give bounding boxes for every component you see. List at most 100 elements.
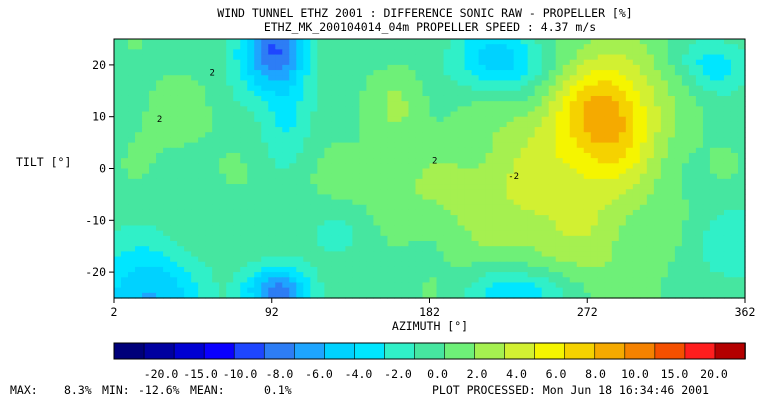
heatmap-cell [576, 39, 585, 45]
heatmap-cell [352, 251, 360, 258]
heatmap-cell [681, 111, 690, 118]
heatmap-cell [478, 70, 487, 76]
heatmap-cell [219, 230, 227, 237]
heatmap-cell [639, 39, 648, 45]
heatmap-cell [660, 178, 669, 185]
heatmap-cell [681, 44, 690, 50]
heatmap-cell [674, 163, 683, 170]
heatmap-cell [219, 173, 227, 180]
heatmap-cell [240, 75, 248, 82]
heatmap-cell [191, 59, 199, 66]
heatmap-cell [121, 95, 129, 102]
heatmap-cell [205, 75, 213, 82]
heatmap-cell [527, 70, 536, 76]
colorbar-swatch [173, 342, 205, 360]
heatmap-cell [289, 277, 297, 284]
heatmap-cell [674, 127, 683, 133]
heatmap-cell [317, 287, 325, 294]
heatmap-cell [289, 158, 297, 164]
heatmap-cell [597, 101, 606, 107]
heatmap-cell [702, 251, 711, 258]
heatmap-cell [723, 287, 732, 294]
heatmap-cell [688, 90, 697, 97]
heatmap-cell [170, 137, 178, 144]
heatmap-cell [366, 116, 375, 123]
heatmap-cell [275, 75, 283, 82]
heatmap-cell [562, 292, 571, 299]
heatmap-cell [569, 127, 578, 133]
heatmap-cell [128, 282, 136, 289]
heatmap-cell [317, 272, 325, 278]
heatmap-cell [632, 59, 641, 66]
heatmap-cell [254, 204, 262, 211]
heatmap-cell [555, 266, 564, 273]
heatmap-cell [464, 209, 473, 216]
heatmap-cell [534, 49, 543, 56]
heatmap-cell [702, 39, 711, 45]
heatmap-cell [625, 199, 634, 206]
heatmap-cell [128, 132, 136, 139]
heatmap-cell [639, 173, 648, 180]
heatmap-cell [317, 44, 325, 50]
heatmap-cell [639, 142, 648, 149]
heatmap-cell [590, 127, 599, 133]
heatmap-cell [653, 199, 662, 206]
heatmap-cell [303, 54, 311, 61]
heatmap-cell [212, 127, 220, 133]
heatmap-cell [541, 147, 550, 154]
heatmap-cell [254, 95, 262, 102]
heatmap-cell [352, 194, 360, 201]
heatmap-cell [513, 116, 522, 123]
heatmap-cell [646, 220, 655, 227]
heatmap-cell [527, 59, 536, 66]
heatmap-cell [646, 194, 655, 201]
heatmap-cell [366, 194, 375, 201]
heatmap-cell [156, 39, 164, 45]
heatmap-cell [254, 189, 262, 195]
heatmap-cell [569, 106, 578, 113]
heatmap-cell [240, 49, 248, 56]
heatmap-cell [555, 44, 564, 50]
heatmap-cell [681, 266, 690, 273]
heatmap-cell [569, 132, 578, 139]
heatmap-cell [660, 199, 669, 206]
heatmap-cell [408, 225, 417, 232]
heatmap-cell [163, 194, 171, 201]
heatmap-cell [548, 199, 557, 206]
heatmap-cell [639, 256, 648, 263]
heatmap-cell [289, 90, 297, 97]
heatmap-cell [247, 168, 255, 175]
heatmap-cell [142, 106, 150, 113]
heatmap-cell [135, 178, 143, 185]
heatmap-cell [128, 95, 136, 102]
heatmap-cell [688, 147, 697, 154]
heatmap-cell [135, 90, 143, 97]
heatmap-cell [401, 116, 410, 123]
heatmap-cell [492, 199, 501, 206]
heatmap-cell [485, 142, 494, 149]
colorbar-swatch [354, 342, 386, 360]
heatmap-cell [205, 204, 213, 211]
heatmap-cell [373, 272, 382, 278]
heatmap-cell [422, 152, 431, 159]
heatmap-cell [184, 158, 192, 164]
heatmap-cell [345, 204, 353, 211]
heatmap-cell [625, 292, 634, 299]
heatmap-cell [233, 137, 241, 144]
heatmap-cell [226, 152, 234, 159]
heatmap-cell [681, 152, 690, 159]
heatmap-cell [317, 152, 325, 159]
heatmap-cell [121, 199, 129, 206]
heatmap-cell [331, 173, 339, 180]
heatmap-cell [429, 44, 438, 50]
heatmap-cell [548, 178, 557, 185]
heatmap-cell [254, 106, 262, 113]
heatmap-cell [366, 85, 375, 92]
heatmap-cell [520, 277, 529, 284]
heatmap-cell [695, 272, 704, 278]
heatmap-cell [429, 246, 438, 252]
heatmap-cell [429, 230, 438, 237]
heatmap-cell [254, 121, 262, 128]
heatmap-cell [170, 39, 178, 45]
heatmap-cell [618, 189, 627, 195]
